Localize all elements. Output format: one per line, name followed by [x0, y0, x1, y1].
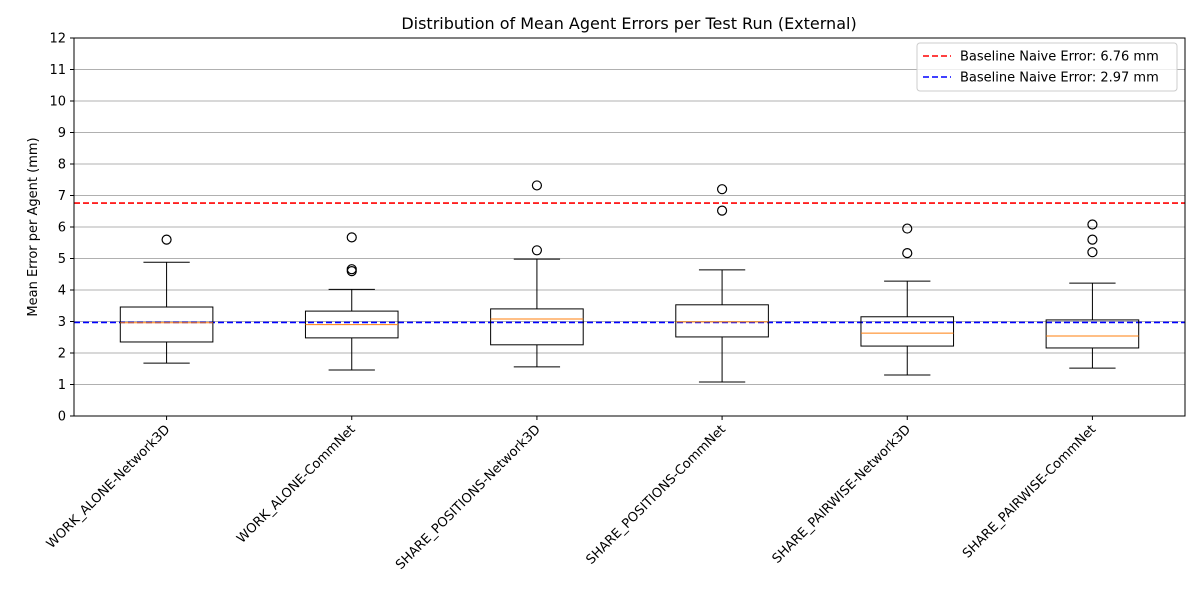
outlier-point [716, 205, 728, 216]
outlier-point [531, 180, 543, 191]
y-tick-label: 0 [58, 410, 66, 425]
legend-label: Baseline Naive Error: 6.76 mm [960, 50, 1159, 65]
iqr-box [675, 304, 769, 338]
iqr-box [1045, 319, 1140, 349]
y-tick-label: 12 [49, 32, 66, 47]
y-tick-label: 4 [58, 284, 66, 299]
outlier-point [531, 245, 543, 256]
y-axis-label: Mean Error per Agent (mm) [26, 137, 41, 316]
box-group [675, 184, 769, 383]
y-tick-label: 9 [58, 126, 66, 141]
outlier-point [1087, 234, 1098, 245]
y-tick-label: 3 [58, 315, 66, 330]
y-tick-label: 1 [58, 378, 66, 393]
outlier-point [716, 184, 728, 195]
y-tick-label: 7 [58, 189, 66, 204]
reference-lines [74, 202, 1185, 324]
iqr-box [119, 306, 214, 343]
outlier-point [1087, 219, 1098, 230]
y-tick-label: 8 [58, 158, 66, 173]
legend-label: Baseline Naive Error: 2.97 mm [960, 71, 1159, 86]
outlier-point [902, 248, 913, 259]
y-tick-label: 11 [49, 63, 66, 78]
box-group [1045, 219, 1140, 369]
outlier-point [346, 232, 357, 243]
iqr-box [490, 308, 584, 346]
y-tick-label: 6 [58, 221, 66, 236]
legend-box [916, 42, 1178, 92]
y-tick-label: 5 [58, 252, 66, 267]
box-group [119, 234, 214, 364]
outlier-point [161, 234, 172, 245]
outlier-point [1087, 247, 1098, 258]
y-tick-label: 10 [49, 95, 66, 110]
iqr-box [860, 316, 955, 347]
y-tick-label: 2 [58, 347, 66, 362]
outlier-point [346, 264, 357, 275]
outlier-point [902, 223, 913, 234]
box-group [304, 232, 399, 371]
legend: Baseline Naive Error: 6.76 mm Baseline Na… [916, 42, 1178, 92]
chart-title: Distribution of Mean Agent Errors per Te… [401, 14, 856, 33]
gridlines [74, 37, 1185, 417]
boxes [119, 180, 1140, 383]
box-group [490, 180, 584, 368]
box-group [860, 223, 955, 376]
